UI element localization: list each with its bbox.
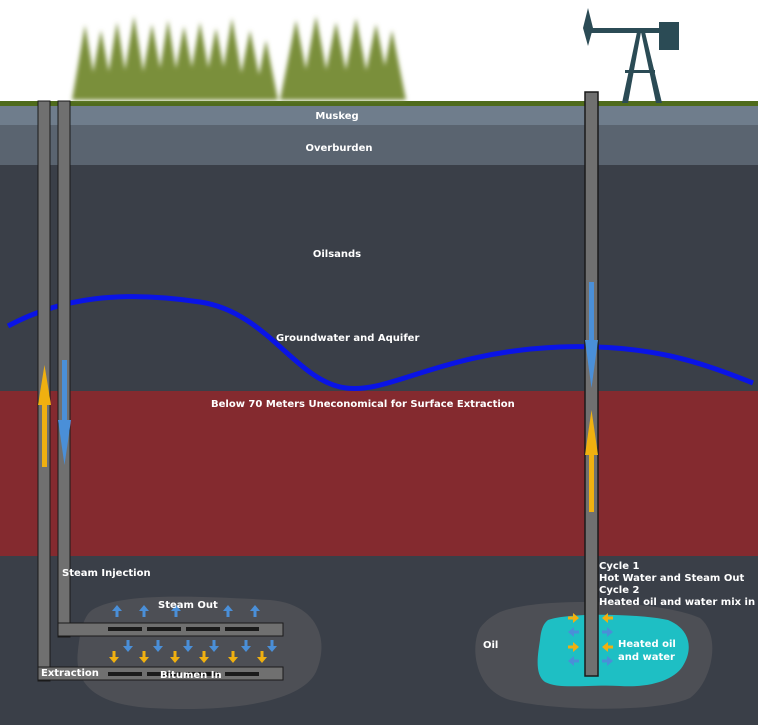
arrow-down-icon — [199, 651, 209, 663]
arrow-up-icon — [250, 605, 260, 617]
cycle1-desc: Hot Water and Steam Out — [599, 573, 744, 584]
arrow-down-icon — [183, 640, 193, 652]
arrow-right-icon — [568, 613, 579, 623]
muskeg-layer — [0, 106, 758, 125]
arrow-left-icon — [602, 613, 613, 623]
steam-out-arrows — [112, 605, 260, 617]
cycle1-label: Cycle 1 — [599, 561, 639, 572]
pine-tree-icon — [72, 16, 406, 100]
css-side-arrows — [568, 613, 613, 666]
arrow-down-icon — [58, 360, 71, 465]
arrow-right-icon — [602, 656, 613, 666]
arrow-down-icon — [241, 640, 251, 652]
arrow-up-icon — [38, 365, 51, 467]
arrow-down-icon — [170, 651, 180, 663]
bitumen-down-arrows — [109, 651, 267, 663]
heated-oil-label-2: and water — [618, 652, 675, 663]
arrow-right-icon — [568, 642, 579, 652]
below70-label: Below 70 Meters Uneconomical for Surface… — [211, 399, 515, 410]
arrow-down-icon — [109, 651, 119, 663]
grass-strip — [0, 101, 758, 106]
arrow-down-icon — [228, 651, 238, 663]
arrow-up-icon — [139, 605, 149, 617]
muskeg-label: Muskeg — [315, 111, 358, 122]
arrow-up-icon — [112, 605, 122, 617]
arrow-down-icon — [585, 282, 598, 388]
pumpjack-icon — [583, 8, 679, 103]
arrow-right-icon — [602, 627, 613, 637]
oilsands-label: Oilsands — [313, 249, 361, 260]
extraction-zone-layer — [0, 391, 758, 556]
heated-oil-pool — [537, 614, 689, 687]
bitumen-in-label: Bitumen In — [160, 670, 222, 681]
steam-injection-label: Steam Injection — [62, 568, 151, 579]
heated-oil-label-1: Heated oil — [618, 639, 676, 650]
overburden-label: Overburden — [305, 143, 372, 154]
cycle2-desc: Heated oil and water mix in — [599, 597, 755, 608]
arrow-down-icon — [153, 640, 163, 652]
oil-label: Oil — [483, 640, 498, 651]
steam-down-arrows — [123, 640, 277, 652]
oilsands-layer — [0, 165, 758, 391]
arrow-up-icon — [223, 605, 233, 617]
arrow-down-icon — [267, 640, 277, 652]
arrow-up-icon — [171, 605, 181, 617]
arrow-left-icon — [568, 656, 579, 666]
arrow-down-icon — [123, 640, 133, 652]
cycle2-label: Cycle 2 — [599, 585, 639, 596]
arrow-up-icon — [585, 410, 598, 512]
arrow-down-icon — [209, 640, 219, 652]
arrow-left-icon — [568, 627, 579, 637]
arrow-down-icon — [257, 651, 267, 663]
groundwater-label: Groundwater and Aquifer — [276, 333, 419, 344]
aquifer-line — [6, 294, 754, 392]
arrow-left-icon — [602, 642, 613, 652]
extraction-label: Extraction — [41, 668, 99, 679]
steam-out-label: Steam Out — [158, 600, 218, 611]
arrow-down-icon — [139, 651, 149, 663]
overburden-layer — [0, 125, 758, 165]
